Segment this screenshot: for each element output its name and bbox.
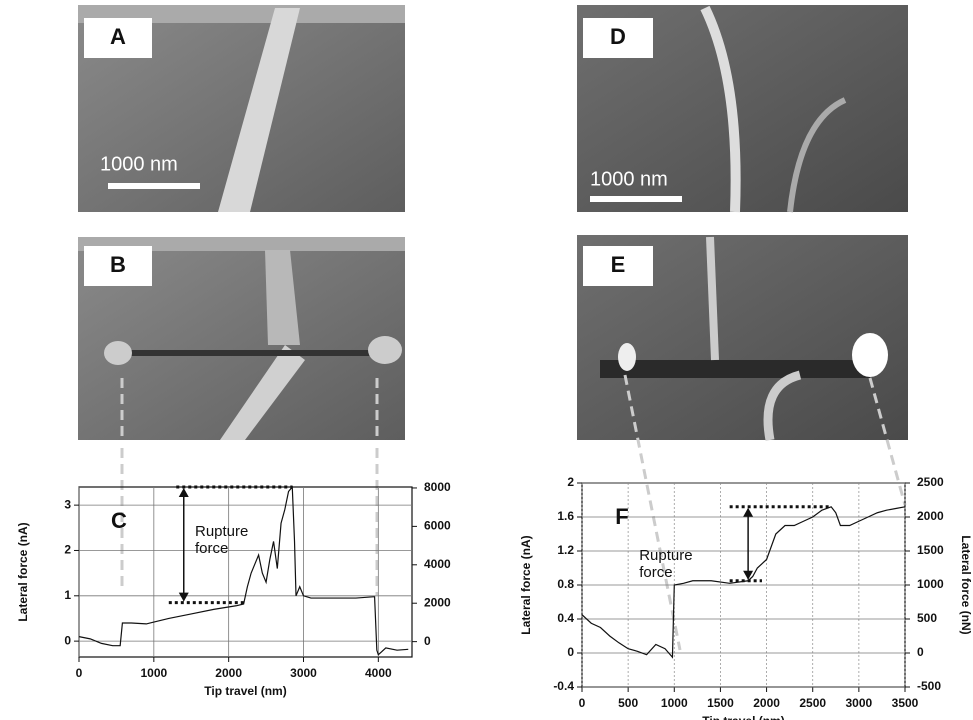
x-tick-label: 1500 [707,696,734,710]
x-tick-label: 3000 [846,696,873,710]
panel-a [78,5,405,212]
x-axis-title: Tip travel (nm) [204,684,286,698]
y-tick-label: 2 [64,543,71,557]
panel-label: D [610,24,626,49]
y-tick-label: 1.6 [557,509,574,523]
annotation: Rupture force [195,523,265,557]
y-tick-label: 0 [64,633,71,647]
y-tick-label: 0 [567,645,574,659]
x-tick-label: 1000 [661,696,688,710]
y-axis-title: Lateral force (nA) [16,522,30,621]
annotation: Rupture force [639,547,709,581]
y2-tick-label: 1500 [917,543,944,557]
panel-e [577,235,908,440]
y2-tick-label: 4000 [424,557,451,571]
panel-label: E [611,252,626,277]
chart: A 1000 nm B D 1000 nm E 0100020003000400… [0,0,973,720]
y2-tick-label: 1000 [917,577,944,591]
y2-tick-label: 2000 [424,595,451,609]
y2-tick-label: 8000 [424,480,451,494]
x-tick-label: 3500 [892,696,919,710]
figure: A 1000 nm B D 1000 nm E 0100020003000400… [0,0,973,720]
panel-label: C [111,508,127,533]
plot-frame [79,487,412,657]
x-tick-label: 0 [76,666,83,680]
x-tick-label: 0 [579,696,586,710]
x-tick-label: 2000 [215,666,242,680]
y2-tick-label: 500 [917,611,937,625]
y-tick-label: 0.8 [557,577,574,591]
y-tick-label: -0.4 [553,679,574,693]
y-axis-title: Lateral force (nA) [519,535,533,634]
scale-bar-label: 1000 nm [590,168,668,190]
y2-tick-label: 0 [424,634,431,648]
x-tick-label: 2000 [753,696,780,710]
x-axis-title: Tip travel (nm) [702,714,784,720]
data-line [79,487,408,655]
y2-axis-title: Lateral force (nN) [959,535,973,634]
y2-tick-label: 6000 [424,519,451,533]
panel-label: F [615,504,628,529]
panel-label: B [110,252,126,277]
y2-tick-label: 2500 [917,475,944,489]
scale-bar-label: 1000 nm [100,153,178,175]
x-tick-label: 500 [618,696,638,710]
y-tick-label: 3 [64,497,71,511]
x-tick-label: 1000 [140,666,167,680]
y2-tick-label: 0 [917,645,924,659]
x-tick-label: 4000 [365,666,392,680]
panel-b [78,237,405,440]
x-tick-label: 2500 [799,696,826,710]
y2-tick-label: -500 [917,679,941,693]
panel-label: A [110,24,126,49]
y-tick-label: 0.4 [557,611,574,625]
y-tick-label: 1 [64,588,71,602]
y-tick-label: 1.2 [557,543,574,557]
y-tick-label: 2 [567,475,574,489]
y2-tick-label: 2000 [917,509,944,523]
x-tick-label: 3000 [290,666,317,680]
